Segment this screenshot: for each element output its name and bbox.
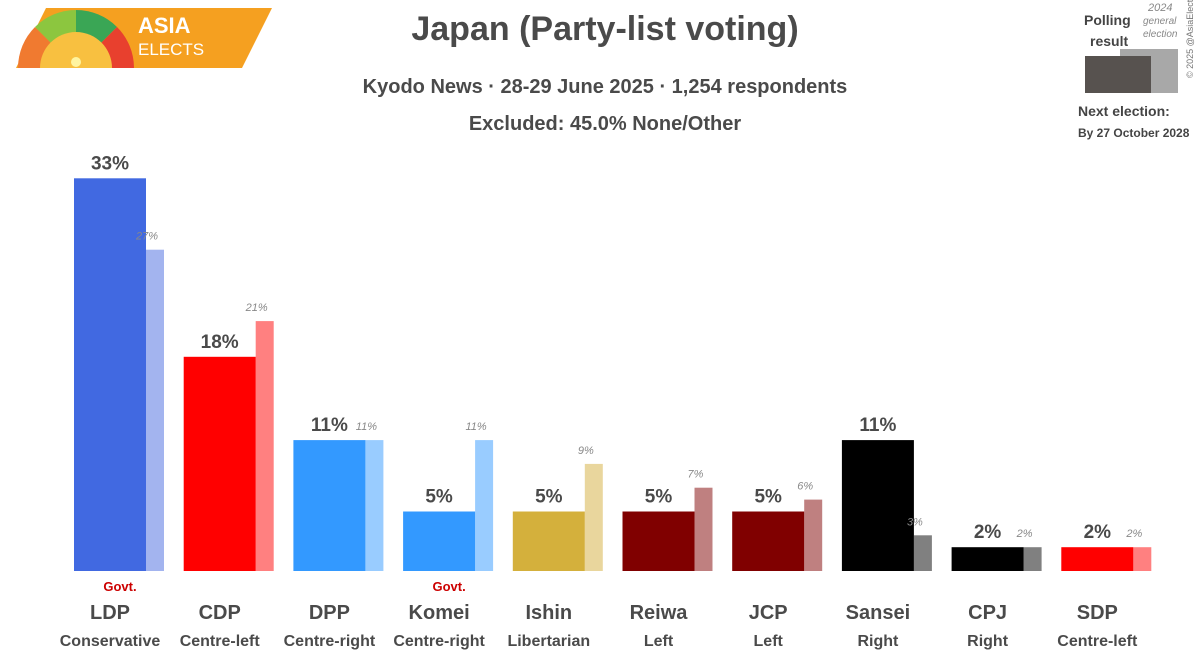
bar-2024-jcp — [804, 499, 823, 571]
party-label-cdp: CDP — [199, 602, 241, 624]
value-label-jcp: 5% — [754, 487, 782, 508]
bar-2024-dpp — [365, 440, 384, 571]
chart-subtitle: Kyodo News · 28-29 June 2025 · 1,254 res… — [362, 76, 848, 98]
value-label-komei: 5% — [425, 487, 453, 508]
bar-poll-cpj — [951, 547, 1024, 571]
value-label-sdp: 2% — [1084, 522, 1112, 543]
bar-2024-ishin — [584, 463, 603, 571]
bar-poll-ishin — [512, 511, 585, 571]
legend-polling-label-1: Polling — [1084, 12, 1131, 28]
next-election-date: By 27 October 2028 — [1078, 126, 1190, 140]
prev-value-label-sansei: 3% — [907, 516, 923, 528]
party-label-ishin: Ishin — [525, 602, 572, 624]
value-label-reiwa: 5% — [645, 487, 673, 508]
ideology-label-komei: Centre-right — [393, 633, 485, 650]
legend-election-label-1: 2024 — [1148, 2, 1173, 14]
bar-poll-sdp — [1061, 547, 1134, 571]
bar-2024-cdp — [255, 321, 274, 571]
party-label-cpj: CPJ — [968, 602, 1007, 624]
value-label-ishin: 5% — [535, 487, 563, 508]
prev-value-label-dpp: 11% — [356, 421, 377, 433]
ideology-label-cpj: Right — [967, 633, 1009, 650]
bar-poll-cdp — [183, 356, 256, 571]
bar-poll-sansei — [841, 440, 914, 571]
ideology-label-cdp: Centre-left — [180, 633, 261, 650]
bar-poll-reiwa — [622, 511, 695, 571]
ideology-label-jcp: Left — [754, 633, 784, 650]
bar-poll-ldp — [74, 178, 146, 572]
party-label-sdp: SDP — [1077, 602, 1118, 624]
chart-title: Japan (Party-list voting) — [411, 10, 799, 48]
ideology-label-ldp: Conservative — [60, 633, 161, 650]
bar-2024-cpj — [1023, 547, 1042, 571]
bar-2024-komei — [475, 440, 494, 571]
ideology-label-ishin: Libertarian — [507, 633, 590, 650]
value-label-cpj: 2% — [974, 522, 1002, 543]
value-label-ldp: 33% — [91, 153, 129, 174]
bar-2024-reiwa — [694, 487, 713, 571]
ideology-label-sdp: Centre-left — [1057, 633, 1138, 650]
value-label-sansei: 11% — [859, 415, 896, 436]
legend-polling-swatch — [1085, 56, 1151, 93]
prev-value-label-jcp: 6% — [797, 481, 813, 493]
prev-value-label-komei: 11% — [465, 421, 486, 433]
asia-elects-logo — [16, 8, 272, 68]
bar-2024-sdp — [1133, 547, 1152, 571]
bar-poll-jcp — [732, 511, 805, 571]
logo-text-elects: ELECTS — [138, 40, 205, 59]
value-label-dpp: 11% — [311, 415, 348, 436]
legend-election-label-3: election — [1143, 29, 1178, 40]
logo-text-asia: ASIA — [138, 13, 191, 38]
party-label-dpp: DPP — [309, 602, 350, 624]
legend-election-label-2: general — [1143, 16, 1177, 27]
party-label-reiwa: Reiwa — [630, 602, 689, 624]
bar-2024-ldp — [146, 249, 164, 571]
bar-poll-komei — [403, 511, 476, 571]
prev-value-label-reiwa: 7% — [688, 469, 704, 481]
prev-value-label-sdp: 2% — [1125, 528, 1142, 540]
ideology-label-dpp: Centre-right — [284, 633, 376, 650]
party-label-ldp: LDP — [90, 602, 130, 624]
legend-polling-label-2: result — [1090, 33, 1129, 49]
party-label-komei: Komei — [409, 602, 470, 624]
value-label-cdp: 18% — [201, 332, 239, 353]
next-election-label: Next election: — [1078, 103, 1170, 119]
bar-2024-sansei — [913, 535, 932, 571]
prev-value-label-ishin: 9% — [578, 445, 594, 457]
govt-label-ldp: Govt. — [103, 579, 136, 594]
party-label-jcp: JCP — [749, 602, 788, 624]
prev-value-label-ldp: 27% — [135, 231, 158, 243]
party-label-sansei: Sansei — [846, 602, 910, 624]
prev-value-label-cpj: 2% — [1016, 528, 1033, 540]
prev-value-label-cdp: 21% — [245, 302, 268, 314]
bar-poll-dpp — [293, 440, 366, 571]
govt-label-komei: Govt. — [432, 579, 465, 594]
excluded-note: Excluded: 45.0% None/Other — [468, 113, 742, 135]
ideology-label-reiwa: Left — [644, 633, 674, 650]
ideology-label-sansei: Right — [857, 633, 899, 650]
